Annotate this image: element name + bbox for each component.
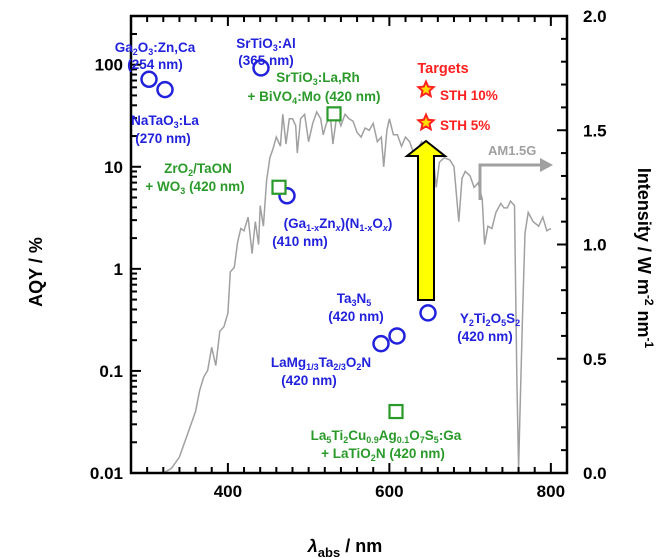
circle-marker: [140, 70, 158, 89]
y-left-tick-label: 10: [104, 158, 123, 177]
axis-ticks: 400 600 800 0.01 0.1 1 10 100 0.0 0.5 1.0 1.5 2.0: [90, 7, 607, 501]
label-y2ti2: Y2Ti2O5S2 (420 nm): [457, 311, 520, 344]
label-ta3n5-line1: Ta3N5: [337, 291, 372, 308]
label-gazn-line2: (410 nm): [272, 234, 328, 249]
y-left-tick-label: 0.01: [90, 464, 123, 483]
y-left-tick-label: 0.1: [99, 362, 123, 381]
circle-marker: [156, 80, 174, 99]
label-ga2o3-line1: Ga2O3:Zn,Ca: [115, 40, 196, 57]
label-natao3: NaTaO3:La (270 nm): [131, 113, 199, 146]
label-lamg-line1: LaMg1/3Ta2/3O2N: [271, 355, 371, 372]
target-sth10-label: STH 10%: [440, 88, 498, 103]
label-zro2-line1: ZrO2/TaON: [164, 161, 232, 178]
am15g-label: AM1.5G: [488, 143, 536, 158]
y-right-tick-label: 2.0: [583, 7, 607, 26]
label-zro2-line2: + WO3 (420 nm): [145, 179, 244, 196]
y-right-tick-label: 1.5: [583, 121, 607, 140]
y-axis-left-title: AQY / %: [26, 237, 46, 307]
circle-marker: [252, 59, 270, 77]
yellow-arrow: [404, 139, 448, 301]
star-marker: [416, 79, 436, 99]
label-lamg: LaMg1/3Ta2/3O2N (420 nm): [271, 355, 371, 388]
y-right-tick-label: 1.0: [583, 236, 607, 255]
label-gazn: (Ga1-xZnx)(N1-xOx) (410 nm): [272, 216, 392, 249]
am15g-spectrum-line: [147, 110, 552, 474]
am15g-arrow: [478, 158, 553, 200]
square-marker: [271, 179, 287, 195]
star-marker: [415, 112, 437, 132]
data-markers: [140, 59, 437, 420]
target-sth5-label: STH 5%: [440, 118, 490, 133]
targets-title: Targets: [417, 61, 468, 77]
label-lamg-line2: (420 nm): [281, 373, 337, 388]
am15g-spectrum-layer: [147, 110, 552, 474]
label-srtio3al-line2: (365 nm): [238, 53, 294, 68]
label-natao3-line2: (270 nm): [135, 131, 191, 146]
x-axis-title: λabs / nm: [307, 536, 382, 558]
circle-marker: [388, 327, 406, 345]
target-arrow: [404, 139, 448, 301]
label-la5ti2: La5Ti2Cu0.9Ag0.1O7S5:Ga + LaTiO2N (420 n…: [311, 428, 462, 463]
label-srtio3al: SrTiO3:Al (365 nm): [236, 36, 296, 68]
label-ga2o3-line2: (254 nm): [127, 57, 183, 72]
label-zro2: ZrO2/TaON + WO3 (420 nm): [145, 161, 244, 196]
label-la5ti2-line1: La5Ti2Cu0.9Ag0.1O7S5:Ga: [311, 428, 462, 445]
y-left-tick-label: 1: [114, 260, 123, 279]
y-right-tick-label: 0.0: [583, 464, 607, 483]
label-srtio3la: SrTiO3:La,Rh + BiVO4:Mo (420 nm): [248, 70, 381, 106]
label-y2ti2-line2: (420 nm): [457, 329, 513, 344]
y-left-tick-label: 100: [95, 56, 123, 75]
x-tick-label: 400: [214, 482, 242, 501]
gray-arrow-head: [540, 158, 553, 172]
label-la5ti2-line2: + LaTiO2N (420 nm): [321, 446, 445, 463]
label-ta3n5-line2: (420 nm): [328, 309, 384, 324]
gray-arrow-line: [478, 163, 540, 200]
square-marker: [326, 106, 342, 122]
label-ta3n5: Ta3N5 (420 nm): [328, 291, 384, 324]
label-ga2o3: Ga2O3:Zn,Ca (254 nm): [115, 40, 196, 72]
label-srtio3la-line2: + BiVO4:Mo (420 nm): [248, 89, 381, 106]
label-srtio3la-line1: SrTiO3:La,Rh: [276, 70, 360, 87]
y-right-tick-label: 0.5: [583, 350, 607, 369]
circle-marker: [419, 304, 437, 322]
label-y2ti2-line1: Y2Ti2O5S2: [460, 311, 520, 328]
label-gazn-line1: (Ga1-xZnx)(N1-xOx): [284, 216, 393, 233]
circle-marker: [372, 334, 390, 353]
square-marker: [388, 403, 404, 420]
label-natao3-line1: NaTaO3:La: [131, 113, 199, 130]
x-tick-label: 600: [375, 482, 403, 501]
y-axis-right-title: Intensity / W m-2 nm-1: [634, 168, 656, 349]
x-tick-label: 800: [537, 482, 565, 501]
label-srtio3al-line1: SrTiO3:Al: [236, 36, 296, 53]
